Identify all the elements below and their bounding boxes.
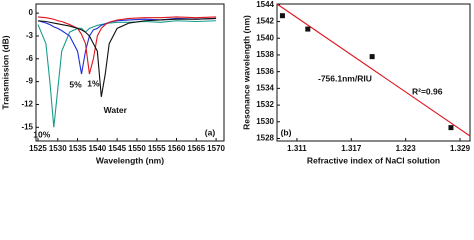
spectrum-line bbox=[37, 20, 217, 128]
y-tick-label: 1540 bbox=[256, 33, 274, 42]
series-label: 10% bbox=[33, 130, 50, 140]
y-tick-label: -15 bbox=[21, 122, 33, 131]
plot-frame bbox=[276, 3, 471, 142]
y-axis-title: Resonance wavelength (nm) bbox=[241, 15, 251, 130]
annotation: -756.1nm/RIU bbox=[318, 73, 372, 83]
series-label: 1% bbox=[87, 78, 100, 88]
y-tick-label: 1538 bbox=[256, 50, 274, 59]
y-tick-label: 0 bbox=[29, 8, 34, 17]
y-tick-label: 1544 bbox=[256, 0, 274, 9]
plot-frame bbox=[35, 3, 225, 142]
series-label: Water bbox=[104, 105, 128, 115]
y-tick-label: 1534 bbox=[256, 83, 274, 92]
y-tick-label: -3 bbox=[26, 31, 34, 40]
x-tick-label: 1565 bbox=[187, 144, 205, 153]
x-tick-label: 1540 bbox=[88, 144, 106, 153]
spectrum-line bbox=[37, 17, 217, 75]
data-point bbox=[279, 13, 285, 19]
panel: 1525 1530 1535 1540 1545 1550 1555 1560 1565 1570… bbox=[0, 3, 226, 165]
y-tick-label: 1530 bbox=[256, 117, 274, 126]
x-tick-label: 1535 bbox=[69, 144, 87, 153]
x-tick-label: 1570 bbox=[207, 144, 225, 153]
x-tick-label: 1545 bbox=[108, 144, 126, 153]
x-tick-label: 1550 bbox=[128, 144, 146, 153]
data-point bbox=[305, 26, 311, 32]
x-tick-label: 1.323 bbox=[396, 144, 417, 153]
y-tick-label: 1536 bbox=[256, 67, 274, 76]
spectrum-line bbox=[37, 17, 217, 97]
x-axis-title: Wavelength (nm) bbox=[96, 155, 164, 165]
fit-line bbox=[276, 3, 471, 137]
y-tick-label: 1542 bbox=[256, 17, 274, 26]
x-axis-title: Refractive index of NaCl solution bbox=[307, 155, 440, 165]
y-tick-label: 1532 bbox=[256, 100, 274, 109]
x-tick-label: 1.329 bbox=[450, 144, 471, 153]
panel-label: (b) bbox=[281, 127, 292, 137]
x-tick-label: 1530 bbox=[49, 144, 67, 153]
y-tick-label: -6 bbox=[26, 54, 34, 63]
data-point bbox=[369, 54, 375, 60]
y-axis-title: Transmission (dB) bbox=[0, 35, 10, 109]
x-tick-label: 1555 bbox=[148, 144, 166, 153]
series-label: 5% bbox=[69, 79, 82, 89]
y-tick-label: -9 bbox=[26, 77, 34, 86]
panel: 1.311 1.317 1.323 1.329 1528 1530 1532 1534 1536… bbox=[241, 0, 470, 165]
panel-label: (a) bbox=[205, 127, 216, 137]
x-tick-label: 1560 bbox=[168, 144, 186, 153]
spectrum-line bbox=[37, 16, 217, 75]
y-tick-label: 1528 bbox=[256, 134, 274, 143]
x-tick-label: 1525 bbox=[29, 144, 47, 153]
y-tick-label: -12 bbox=[21, 100, 33, 109]
data-point bbox=[448, 125, 454, 131]
x-tick-label: 1.311 bbox=[287, 144, 307, 153]
figure: 1525 1530 1535 1540 1545 1550 1555 1560 1565 1570… bbox=[0, 0, 470, 165]
x-tick-label: 1.317 bbox=[341, 144, 362, 153]
annotation: R²=0.96 bbox=[412, 86, 443, 96]
